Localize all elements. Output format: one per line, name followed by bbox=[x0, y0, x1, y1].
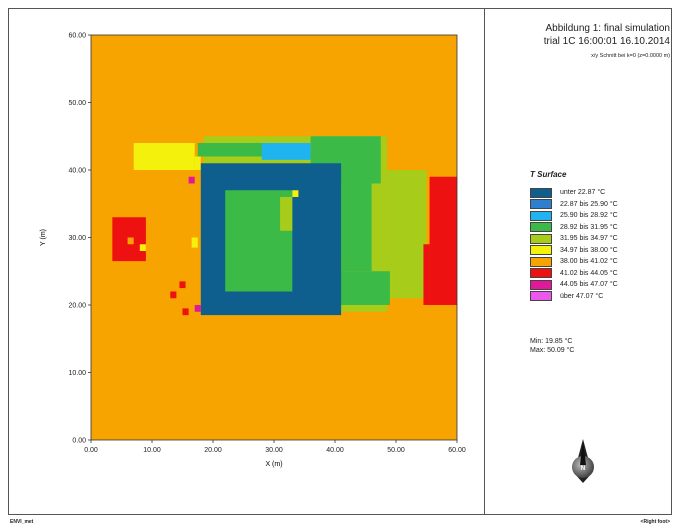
section-caption: x/y Schnitt bei k=0 (z=0.0000 m) bbox=[591, 53, 670, 59]
y-tick-label: 10.00 bbox=[68, 370, 86, 377]
x-tick-label: 20.00 bbox=[204, 447, 222, 454]
temperature-region-12 bbox=[292, 190, 299, 197]
x-tick-label: 10.00 bbox=[143, 447, 161, 454]
legend-label: 38.00 bis 41.02 °C bbox=[560, 258, 618, 266]
legend-label: 28.92 bis 31.95 °C bbox=[560, 223, 618, 231]
legend-entry: 31.95 bis 34.97 °C bbox=[530, 233, 618, 245]
legend-label: 22.87 bis 25.90 °C bbox=[560, 200, 618, 208]
temperature-region-21 bbox=[188, 176, 195, 184]
figure-frame bbox=[8, 8, 672, 515]
y-tick-label: 30.00 bbox=[68, 235, 86, 242]
temperature-region-5 bbox=[261, 143, 311, 160]
legend-entry: 25.90 bis 28.92 °C bbox=[530, 210, 618, 222]
temperature-region-1 bbox=[386, 170, 427, 299]
north-arrow-icon: N bbox=[572, 439, 594, 483]
y-axis-label: Y (m) bbox=[40, 229, 47, 246]
legend-entry: über 47.07 °C bbox=[530, 291, 618, 303]
temperature-region-13 bbox=[429, 176, 457, 305]
y-tick-label: 20.00 bbox=[68, 303, 86, 310]
temperature-region-14 bbox=[423, 244, 430, 305]
temperature-region-3 bbox=[194, 156, 201, 170]
x-tick-label: 30.00 bbox=[265, 447, 283, 454]
legend-entry: 44.05 bis 47.07 °C bbox=[530, 279, 618, 291]
x-tick-label: 0.00 bbox=[84, 447, 98, 454]
panel-divider bbox=[484, 8, 485, 515]
legend-entry: 41.02 bis 44.05 °C bbox=[530, 268, 618, 280]
legend-swatch bbox=[530, 245, 552, 256]
chart-title: Abbildung 1: final simulation bbox=[545, 23, 670, 34]
y-tick-label: 0.00 bbox=[72, 438, 86, 445]
y-tick-label: 50.00 bbox=[68, 100, 86, 107]
x-tick-label: 50.00 bbox=[387, 447, 405, 454]
min-value: Min: 19.85 °C bbox=[530, 338, 573, 345]
legend-swatch bbox=[530, 291, 552, 302]
max-value: Max: 50.09 °C bbox=[530, 347, 575, 354]
legend-entry: 28.92 bis 31.95 °C bbox=[530, 222, 618, 234]
legend-swatch bbox=[530, 210, 552, 221]
title-block: Abbildung 1: final simulation trial 1C 1… bbox=[490, 22, 670, 59]
legend-label: 25.90 bis 28.92 °C bbox=[560, 212, 618, 220]
temperature-region-8 bbox=[338, 271, 390, 305]
legend-label: über 47.07 °C bbox=[560, 292, 604, 300]
stats: Min: 19.85 °C Max: 50.09 °C bbox=[530, 337, 574, 355]
legend-label: 44.05 bis 47.07 °C bbox=[560, 281, 618, 289]
y-tick-label: 60.00 bbox=[68, 33, 86, 40]
x-axis-label: X (m) bbox=[265, 461, 282, 468]
temperature-region-17 bbox=[139, 244, 146, 251]
compass-label: N bbox=[581, 466, 585, 472]
temperature-region-18 bbox=[170, 291, 177, 299]
legend-entry: 22.87 bis 25.90 °C bbox=[530, 199, 618, 211]
temperature-region-23 bbox=[191, 237, 198, 248]
legend-swatch bbox=[530, 222, 552, 233]
y-tick-label: 40.00 bbox=[68, 168, 86, 175]
temperature-region-22 bbox=[194, 305, 201, 312]
axes: 0.00 10.00 20.00 30.00 40.00 50.00 60.00 0.00 10… bbox=[68, 33, 465, 455]
legend-label: 41.02 bis 44.05 °C bbox=[560, 269, 618, 277]
footer-left: ENVI_met bbox=[10, 519, 34, 525]
temperature-region-7 bbox=[341, 183, 372, 272]
temperature-region-19 bbox=[179, 281, 186, 289]
temperature-region-16 bbox=[127, 237, 134, 245]
legend-label: 34.97 bis 38.00 °C bbox=[560, 246, 618, 254]
temperature-region-11 bbox=[280, 197, 293, 231]
temperature-field bbox=[112, 136, 457, 316]
legend-swatch bbox=[530, 256, 552, 267]
temperature-region-2 bbox=[133, 143, 195, 170]
legend-swatch bbox=[530, 279, 552, 290]
heatmap-plot: 0.00 10.00 20.00 30.00 40.00 50.00 60.00 0.00 10… bbox=[40, 33, 466, 469]
legend-items: unter 22.87 °C 22.87 bis 25.90 °C 25.90 bi… bbox=[530, 187, 618, 302]
legend-entry: unter 22.87 °C bbox=[530, 187, 618, 199]
legend-entry: 34.97 bis 38.00 °C bbox=[530, 245, 618, 257]
legend: T Surface unter 22.87 °C 22.87 bis 25.90 … bbox=[530, 170, 618, 302]
legend-entry: 38.00 bis 41.02 °C bbox=[530, 256, 618, 268]
legend-label: unter 22.87 °C bbox=[560, 189, 606, 197]
legend-swatch bbox=[530, 187, 552, 198]
x-tick-label: 40.00 bbox=[326, 447, 344, 454]
legend-swatch bbox=[530, 199, 552, 210]
temperature-region-20 bbox=[182, 308, 189, 316]
legend-title: T Surface bbox=[530, 170, 567, 179]
x-tick-label: 60.00 bbox=[448, 447, 466, 454]
legend-label: 31.95 bis 34.97 °C bbox=[560, 235, 618, 243]
temperature-region-4 bbox=[197, 143, 274, 157]
chart-subtitle: trial 1C 16:00:01 16.10.2014 bbox=[543, 36, 670, 47]
legend-swatch bbox=[530, 233, 552, 244]
legend-swatch bbox=[530, 268, 552, 279]
footer-right: <Right foot> bbox=[640, 519, 670, 525]
